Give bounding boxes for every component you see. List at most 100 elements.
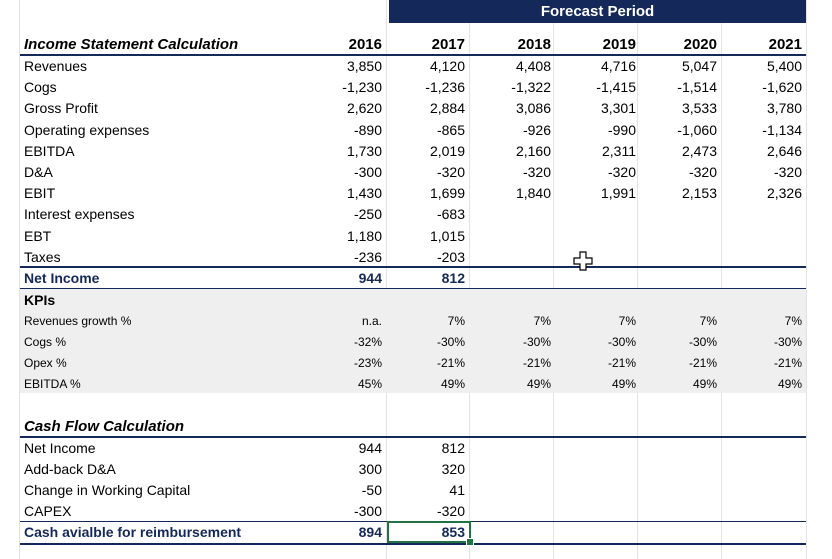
cell-value[interactable]: 5,047 bbox=[681, 58, 717, 74]
cell-value[interactable]: 49% bbox=[440, 377, 465, 391]
cell-value[interactable]: -21% bbox=[607, 356, 636, 370]
table-row[interactable]: Interest expenses -250 -683 bbox=[0, 204, 832, 225]
table-row[interactable]: Opex % -23% -21% -21% -21% -21% -21% bbox=[0, 353, 832, 374]
cell-value[interactable]: -30% bbox=[607, 335, 636, 349]
cell-value[interactable]: 1,015 bbox=[429, 227, 465, 244]
table-row[interactable]: Change in Working Capital -50 41 bbox=[0, 480, 832, 501]
cell-value[interactable]: 4,120 bbox=[429, 58, 465, 74]
cell-value[interactable]: -320 bbox=[607, 164, 636, 180]
cell-value[interactable]: n.a. bbox=[361, 314, 382, 328]
cell-value[interactable]: 49% bbox=[777, 377, 802, 391]
cell-value[interactable]: -21% bbox=[522, 356, 551, 370]
cell-value[interactable]: -30% bbox=[688, 335, 717, 349]
cell-value[interactable]: 7% bbox=[784, 314, 802, 328]
cell-value[interactable]: -23% bbox=[353, 356, 382, 370]
cell-value[interactable]: 7% bbox=[533, 314, 551, 328]
cell-value[interactable]: -30% bbox=[773, 335, 802, 349]
cell-value[interactable]: -890 bbox=[353, 121, 382, 138]
table-row[interactable]: EBIT 1,430 1,699 1,840 1,991 2,153 2,326 bbox=[0, 183, 832, 204]
cell-value[interactable]: 2,884 bbox=[429, 100, 465, 117]
cell-value[interactable]: -1,415 bbox=[596, 79, 636, 96]
cell-value[interactable]: 49% bbox=[526, 377, 551, 391]
cell-value[interactable]: -1,060 bbox=[677, 121, 717, 138]
table-row[interactable]: Gross Profit 2,620 2,884 3,086 3,301 3,533 3,7… bbox=[0, 98, 832, 119]
cell-value[interactable]: 4,408 bbox=[515, 58, 551, 74]
cell-value[interactable] bbox=[470, 204, 551, 225]
cell-value[interactable]: -320 bbox=[688, 164, 717, 180]
table-row[interactable]: EBT 1,180 1,015 bbox=[0, 226, 832, 247]
cell-value[interactable]: 3,850 bbox=[346, 58, 382, 74]
cell-value[interactable]: -320 bbox=[522, 164, 551, 180]
cell-value[interactable]: 3,086 bbox=[515, 100, 551, 117]
cell-value[interactable]: -1,514 bbox=[677, 79, 717, 96]
cell-value[interactable]: 1,840 bbox=[515, 185, 551, 202]
cell-value[interactable] bbox=[470, 247, 551, 268]
cell-value[interactable]: -320 bbox=[436, 503, 465, 519]
cell-value[interactable]: -203 bbox=[436, 248, 465, 265]
table-row[interactable]: Add-back D&A 300 320 bbox=[0, 459, 832, 480]
table-row[interactable]: CAPEX -300 -320 bbox=[0, 501, 832, 522]
cell-value[interactable]: -926 bbox=[522, 121, 551, 138]
cell-value[interactable] bbox=[640, 204, 717, 225]
cell-value[interactable]: 2,646 bbox=[766, 142, 802, 159]
cell-value[interactable]: 894 bbox=[358, 524, 382, 540]
cell-value[interactable]: -21% bbox=[688, 356, 717, 370]
cell-value[interactable]: -320 bbox=[773, 164, 802, 180]
cell-value[interactable]: 2,311 bbox=[602, 142, 636, 159]
table-row[interactable]: D&A -300 -320 -320 -320 -320 -320 bbox=[0, 162, 832, 183]
cell-value[interactable]: 3,533 bbox=[681, 100, 717, 117]
fill-handle[interactable] bbox=[466, 538, 474, 546]
cell-value[interactable] bbox=[555, 226, 636, 247]
cell-value[interactable]: 2,019 bbox=[429, 142, 465, 159]
cell-value[interactable] bbox=[555, 204, 636, 225]
cell-value[interactable] bbox=[640, 226, 717, 247]
cell-value[interactable] bbox=[555, 247, 636, 268]
cell-value[interactable]: 1,730 bbox=[346, 142, 382, 159]
cell-value[interactable]: 944 bbox=[358, 270, 382, 286]
cell-value[interactable]: 2,153 bbox=[681, 185, 717, 202]
cell-value[interactable]: -1,236 bbox=[425, 79, 465, 96]
cell-value[interactable]: -1,322 bbox=[511, 79, 551, 96]
cell-value[interactable]: 3,780 bbox=[766, 100, 802, 117]
cell-value[interactable]: 5,400 bbox=[766, 58, 802, 74]
net-income-row[interactable]: Net Income 944 812 bbox=[0, 268, 832, 289]
cell-value[interactable]: 812 bbox=[441, 440, 465, 456]
cell-value[interactable]: -21% bbox=[436, 356, 465, 370]
cell-value[interactable]: 320 bbox=[441, 461, 465, 477]
cell-value[interactable]: -50 bbox=[361, 482, 382, 498]
table-row[interactable]: EBITDA 1,730 2,019 2,160 2,311 2,473 2,646 bbox=[0, 141, 832, 162]
cell-value[interactable]: 1,699 bbox=[429, 185, 465, 202]
cell-value[interactable]: 7% bbox=[447, 314, 465, 328]
cell-value[interactable]: 49% bbox=[611, 377, 636, 391]
table-row[interactable]: Cogs -1,230 -1,236 -1,322 -1,415 -1,514 -1,620 bbox=[0, 77, 832, 98]
cell-value[interactable]: 300 bbox=[358, 461, 382, 477]
cell-value-selected[interactable]: 853 bbox=[441, 524, 465, 540]
cell-value[interactable]: -990 bbox=[607, 121, 636, 138]
cell-value[interactable]: -300 bbox=[353, 164, 382, 180]
cell-value[interactable]: 49% bbox=[692, 377, 717, 391]
cell-value[interactable]: 1,180 bbox=[346, 227, 382, 244]
cash-total-row[interactable]: Cash avialble for reimbursement 894 853 bbox=[0, 522, 832, 543]
cell-value[interactable]: -236 bbox=[353, 248, 382, 265]
table-row[interactable]: Revenues 3,850 4,120 4,408 4,716 5,047 5,400 bbox=[0, 56, 832, 77]
table-row[interactable]: Net Income 944 812 bbox=[0, 438, 832, 459]
cell-value[interactable] bbox=[722, 247, 802, 268]
cell-value[interactable]: -32% bbox=[353, 335, 382, 349]
cell-value[interactable]: -300 bbox=[353, 503, 382, 519]
cell-value[interactable]: -30% bbox=[436, 335, 465, 349]
cell-value[interactable]: 3,301 bbox=[600, 100, 636, 117]
table-row[interactable]: Operating expenses -890 -865 -926 -990 -1,060… bbox=[0, 120, 832, 141]
cell-value[interactable]: -30% bbox=[522, 335, 551, 349]
cell-value[interactable]: -865 bbox=[436, 121, 465, 138]
cell-value[interactable]: 7% bbox=[618, 314, 636, 328]
cell-value[interactable]: 2,620 bbox=[346, 100, 382, 117]
cell-value[interactable]: -1,134 bbox=[762, 121, 802, 138]
cell-value[interactable]: 944 bbox=[358, 440, 382, 456]
cell-value[interactable]: 7% bbox=[699, 314, 717, 328]
cell-value[interactable]: 1,430 bbox=[346, 185, 382, 202]
table-row[interactable]: Revenues growth % n.a. 7% 7% 7% 7% 7% bbox=[0, 311, 832, 332]
active-cell-selection[interactable] bbox=[387, 521, 471, 543]
cell-value[interactable]: -1,620 bbox=[762, 79, 802, 96]
cell-value[interactable]: 4,716 bbox=[600, 58, 636, 74]
cell-value[interactable]: 45% bbox=[357, 377, 382, 391]
